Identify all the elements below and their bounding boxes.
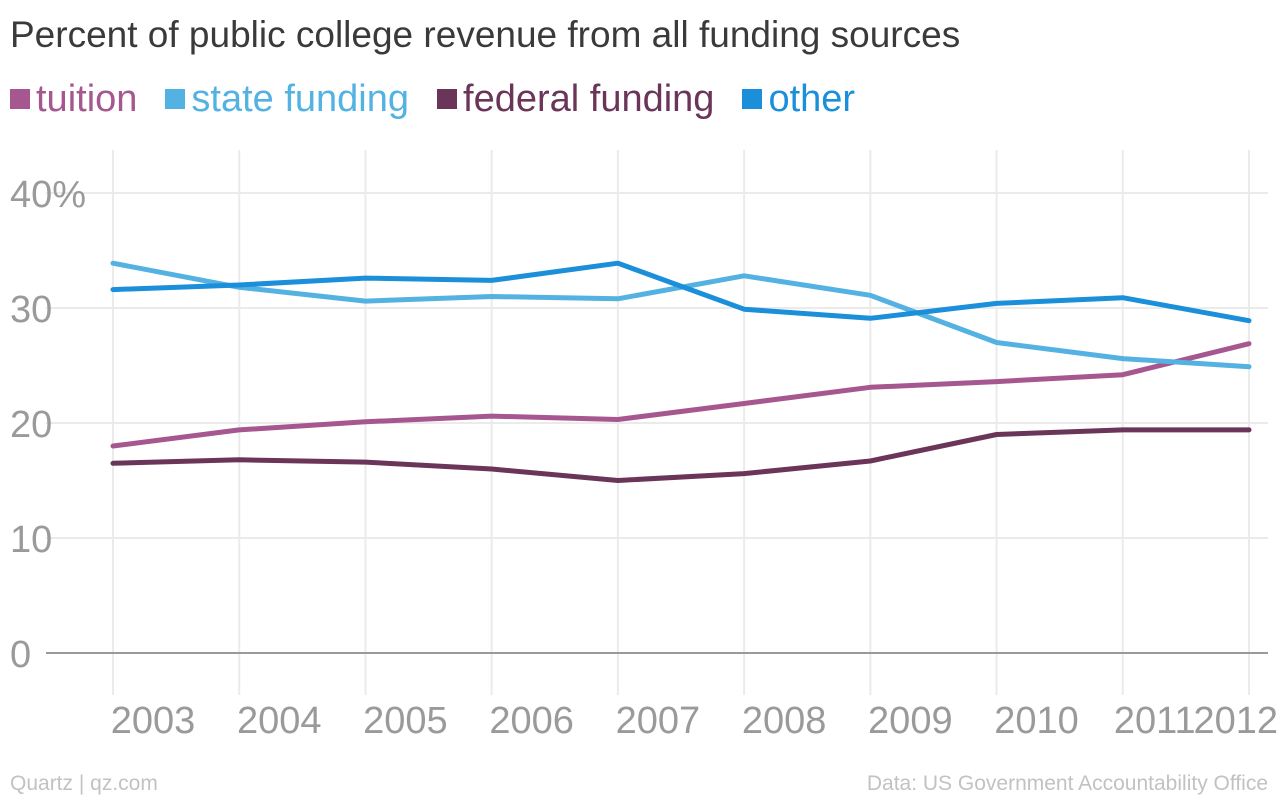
x-tick-label-2003: 2003 (111, 700, 196, 742)
x-tick-label-2004: 2004 (237, 700, 322, 742)
series-line-tuition (110, 341, 1252, 449)
x-tick-label-2007: 2007 (616, 700, 701, 742)
legend-swatch-other (742, 89, 763, 109)
series-line-federal-funding (110, 427, 1252, 483)
chart-title: Percent of public college revenue from a… (10, 14, 961, 55)
legend-label-tuition: tuition (36, 78, 138, 120)
legend-swatch-federal-funding (437, 89, 458, 109)
x-tick-label-2006: 2006 (489, 700, 574, 742)
legend-label-federal-funding: federal funding (463, 78, 715, 120)
series-line-other (110, 260, 1252, 324)
legend-label-other: other (768, 78, 856, 120)
series-line-state-funding (110, 260, 1252, 370)
x-tick-label-2009: 2009 (868, 700, 953, 742)
legend-label-state-funding: state funding (191, 78, 410, 120)
legend: tuition state funding federal funding ot… (10, 76, 883, 122)
data-source: Data: US Government Accountability Offic… (866, 772, 1268, 795)
source-credit: Quartz | qz.com (10, 772, 158, 795)
x-tick-label-2010: 2010 (994, 700, 1079, 742)
legend-item-state-funding: state funding (165, 76, 409, 122)
y-tick-label-20: 20 (10, 404, 52, 446)
legend-item-federal-funding: federal funding (437, 76, 714, 122)
legend-swatch-tuition (10, 89, 30, 109)
y-tick-label-0: 0 (10, 634, 31, 676)
y-tick-label-30: 30 (10, 289, 52, 331)
y-tick-label-40: 40% (10, 174, 86, 216)
legend-item-tuition: tuition (10, 76, 137, 122)
x-tick-label-2008: 2008 (742, 700, 827, 742)
y-tick-label-10: 10 (10, 519, 52, 561)
legend-swatch-state-funding (165, 89, 186, 109)
x-tick-label-2005: 2005 (363, 700, 448, 742)
x-tick-label-2011: 2011 (1114, 700, 1196, 742)
legend-item-other: other (742, 76, 855, 122)
x-tick-label-2012: 2012 (1193, 700, 1278, 742)
